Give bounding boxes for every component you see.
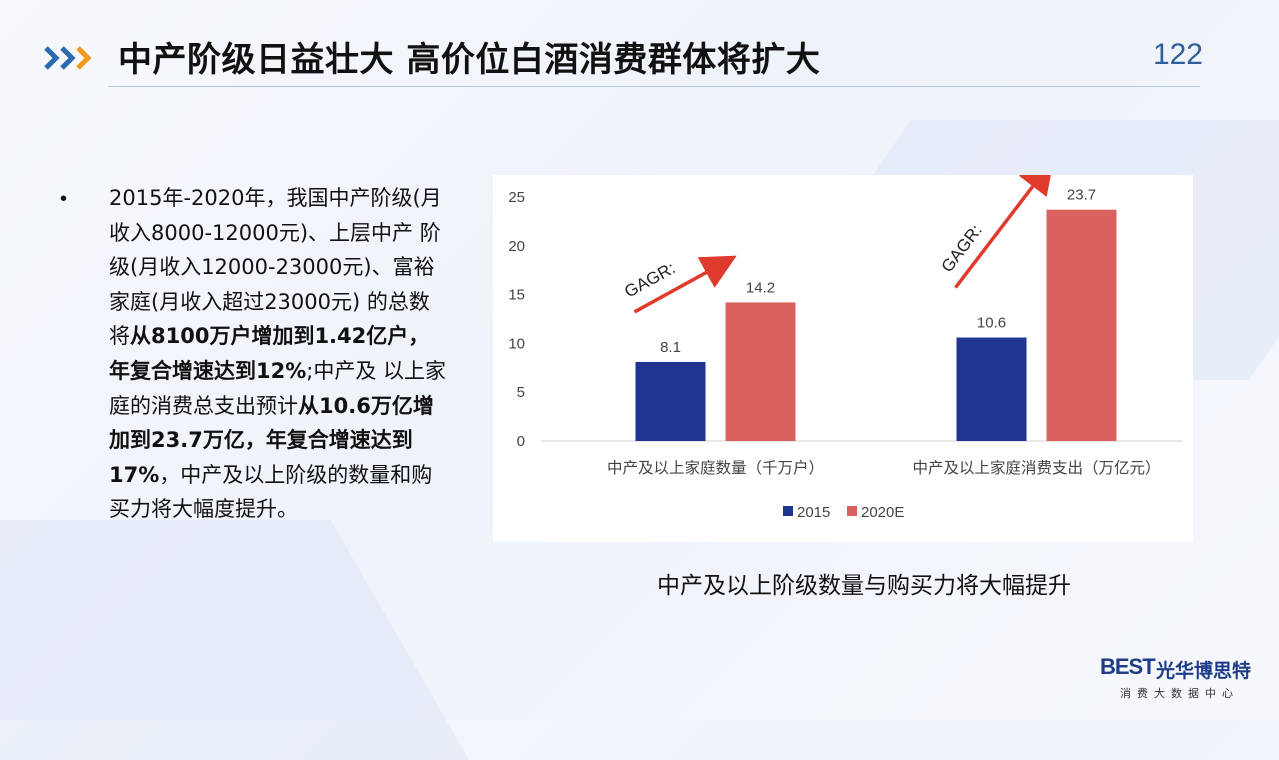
bullet-segment-bold: 从8100万户增加到1.42亿户，年复合增速达到12% [109, 324, 430, 383]
bar-chart: 0 5 10 15 20 25 8.1 14.2 中产及以上家庭数量（千万户） 10.6 23.7 中… [508, 175, 1183, 521]
growth-arrow [954, 175, 1054, 289]
bullet-segment-bold: 从10.6万亿增加到23.7万亿，年复合增速达到17% [109, 393, 434, 487]
data-label: 23.7 [1067, 187, 1096, 204]
chart-panel: 0 5 10 15 20 25 8.1 14.2 中产及以上家庭数量（千万户） 10.6 23.7 中… [493, 175, 1193, 542]
background-shape [0, 520, 470, 760]
y-tick-label: 5 [517, 384, 525, 401]
bullet-segment: ，中产及以上阶级的数量和购买力将大幅度提升。 [109, 462, 433, 522]
legend-label: 2020E [861, 504, 904, 521]
chevron-arrows-icon [44, 46, 92, 70]
annotation-label: GAGR: [621, 258, 678, 301]
data-label: 8.1 [660, 339, 681, 356]
bullet-paragraph: 2015年-2020年，我国中产阶级(月收入8000-12000元)、上层中产 … [109, 181, 449, 527]
page-number: 122 [1152, 38, 1203, 71]
bullet-segment: ;中产及 以上家庭的消费总支出预计 [109, 358, 447, 418]
annotation-label: GAGR: [938, 221, 986, 276]
legend-swatch [847, 506, 857, 516]
growth-arrow [633, 255, 737, 314]
logo-subtitle: 消费大数据中心 [1120, 687, 1239, 700]
legend-swatch [783, 506, 793, 516]
bar [956, 337, 1027, 441]
y-tick-label: 20 [508, 238, 525, 255]
x-tick-label: 中产及以上家庭消费支出（万亿元） [912, 459, 1160, 477]
company-logo: BEST 光华博思特 消费大数据中心 [1100, 654, 1270, 704]
y-tick-label: 25 [508, 189, 525, 206]
bar [725, 302, 796, 441]
chart-caption: 中产及以上阶级数量与购买力将大幅提升 [657, 573, 1071, 599]
page-title: 中产阶级日益壮大 高价位白酒消费群体将扩大 [118, 40, 821, 80]
y-tick-label: 0 [517, 433, 525, 450]
y-tick-label: 15 [508, 287, 525, 304]
logo-mark: BEST [1100, 654, 1156, 679]
legend-label: 2015 [797, 504, 830, 521]
header-divider [108, 86, 1200, 87]
y-tick-label: 10 [508, 335, 525, 352]
x-tick-label: 中产及以上家庭数量（千万户） [607, 459, 824, 477]
data-label: 14.2 [746, 279, 775, 296]
bar [1046, 209, 1117, 441]
bullet-segment: 2015年-2020年，我国中产阶级(月收入8000-12000元)、上层中产 … [109, 186, 442, 349]
bullet-marker: • [60, 188, 68, 210]
data-label: 10.6 [977, 315, 1006, 332]
bar [635, 361, 706, 441]
logo-name: 光华博思特 [1156, 660, 1252, 682]
